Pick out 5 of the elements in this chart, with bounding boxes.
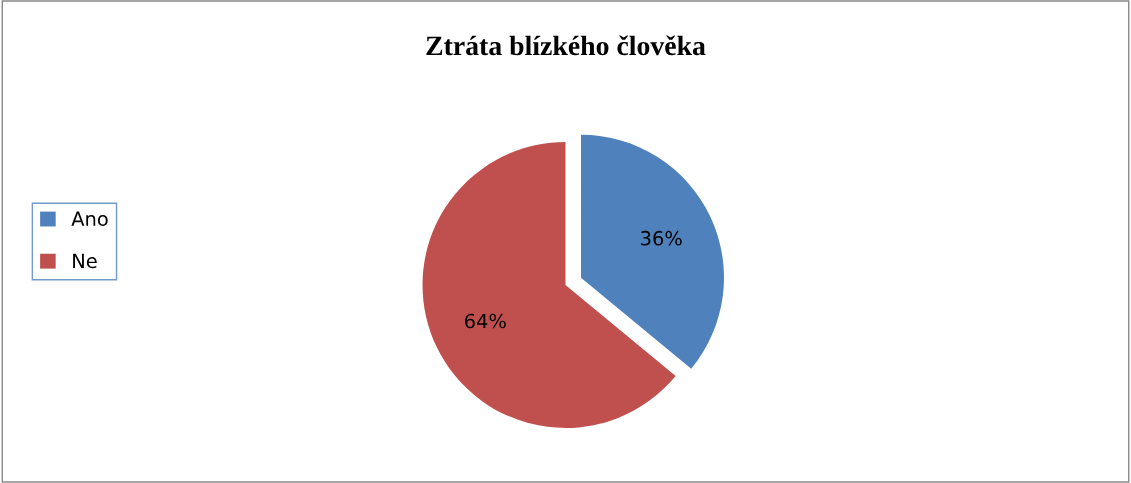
chart-title: Ztráta blízkého člověka <box>426 35 706 56</box>
data-label: 64% <box>465 313 506 329</box>
legend-label: Ne <box>73 253 97 269</box>
legend-label: Ano <box>71 211 108 227</box>
data-label: 36% <box>641 230 682 246</box>
